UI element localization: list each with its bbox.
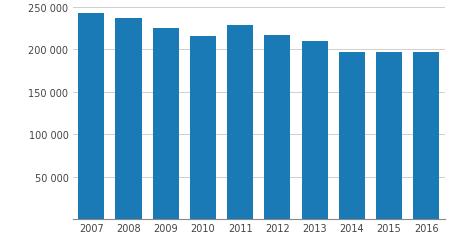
- Bar: [301, 41, 328, 219]
- Bar: [115, 19, 142, 219]
- Bar: [190, 37, 216, 219]
- Bar: [153, 29, 179, 219]
- Bar: [264, 36, 291, 219]
- Bar: [78, 14, 104, 219]
- Bar: [376, 52, 402, 219]
- Bar: [339, 52, 365, 219]
- Bar: [227, 26, 253, 219]
- Bar: [413, 52, 439, 219]
